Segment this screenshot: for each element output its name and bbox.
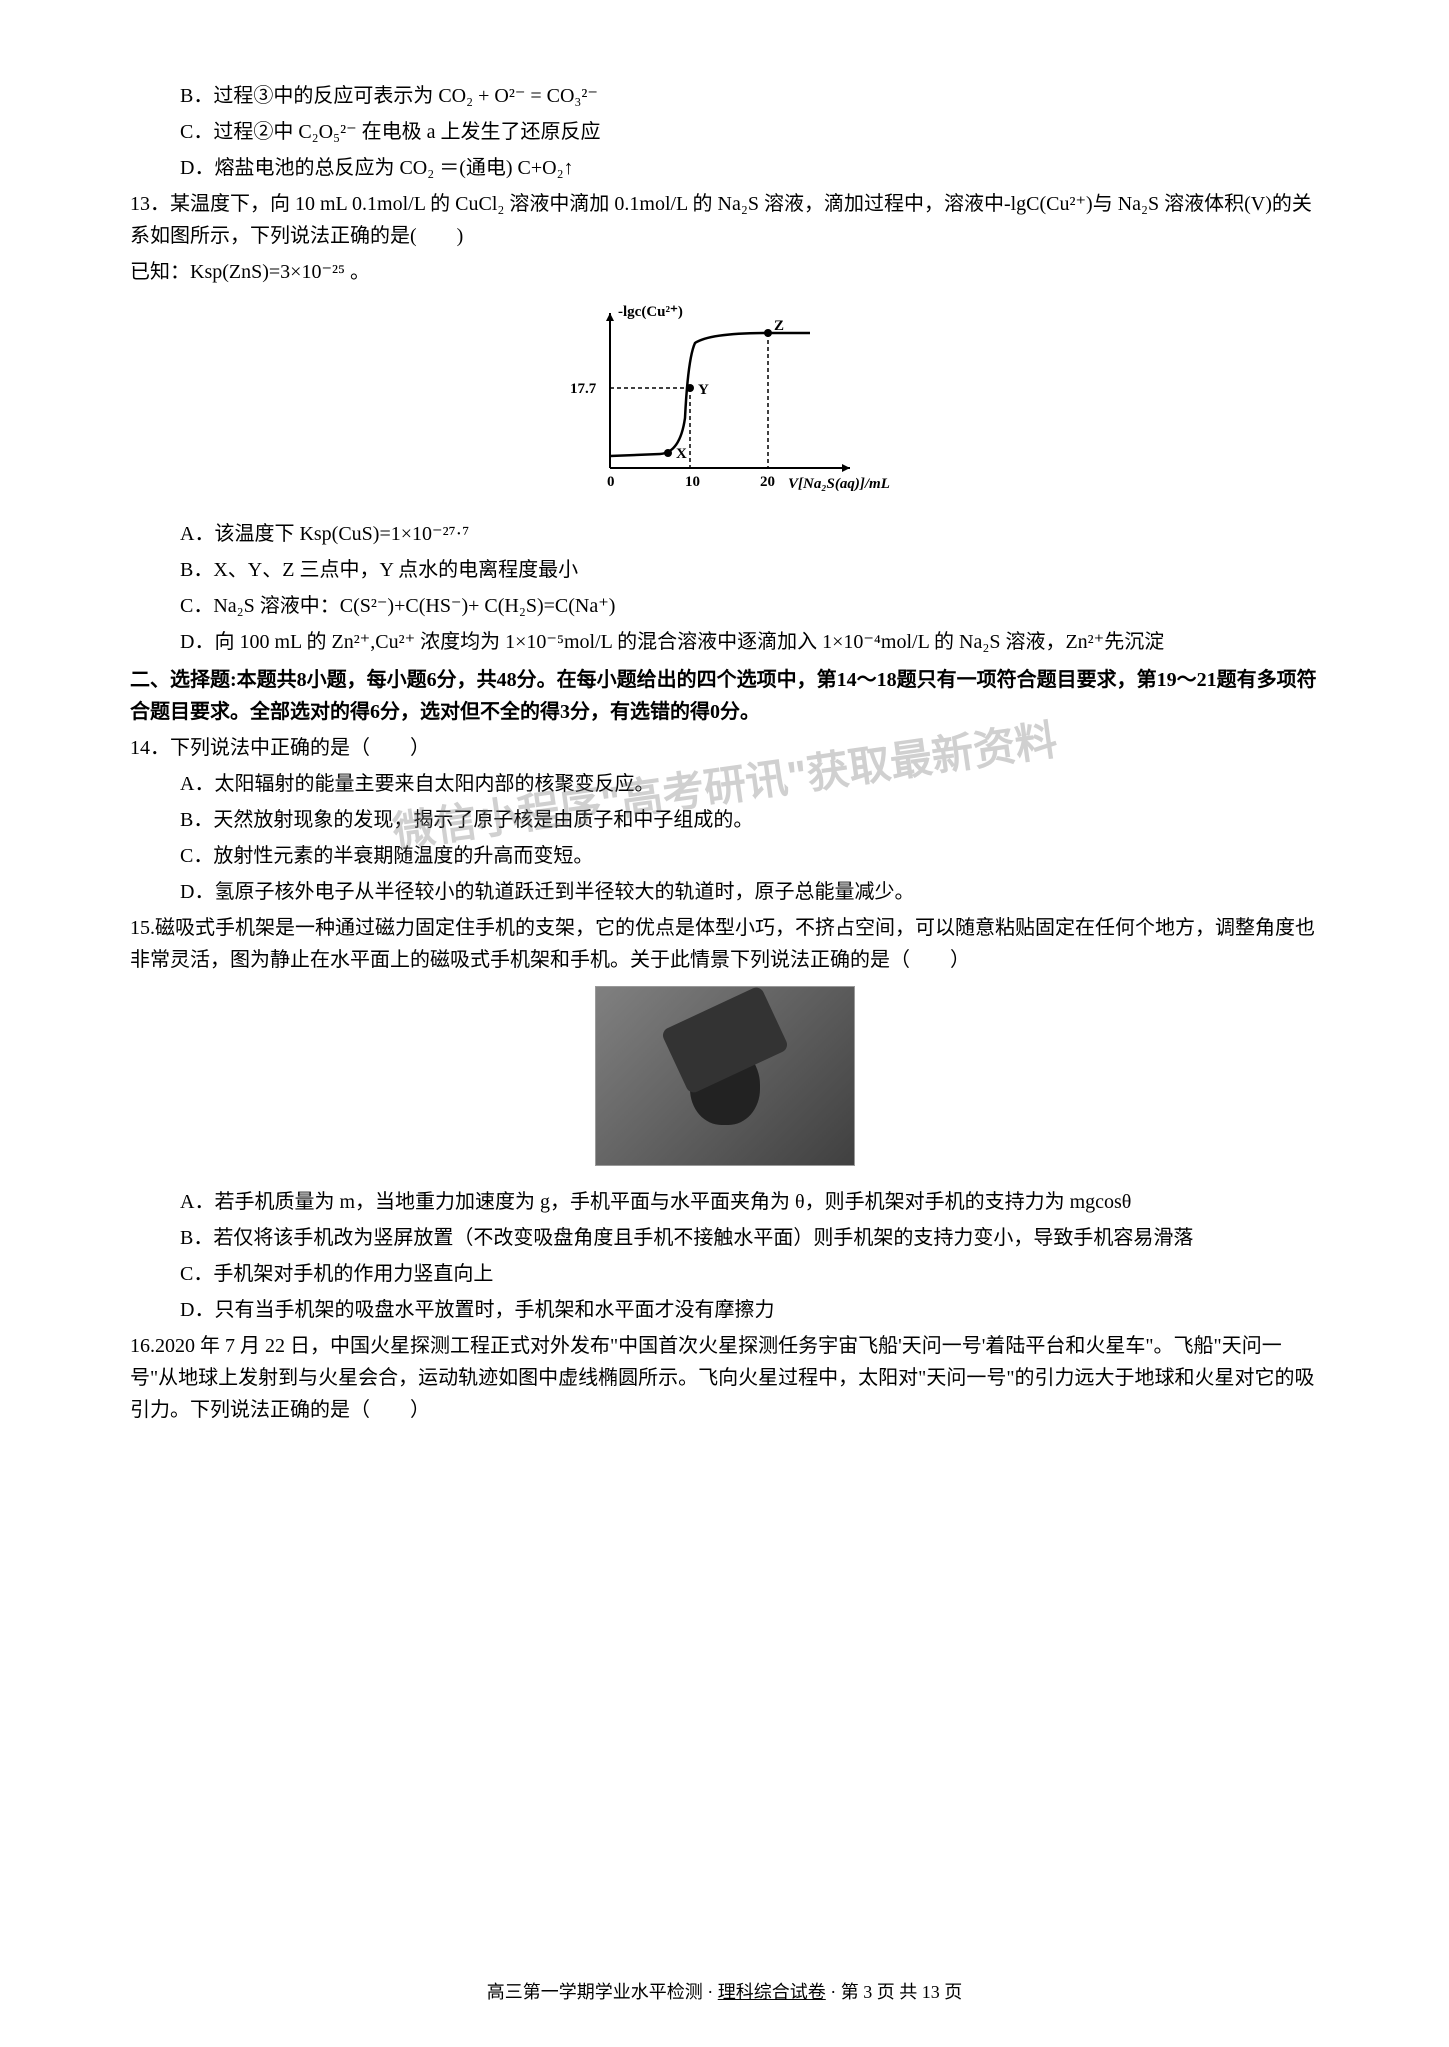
- q13-option-d: D．向 100 mL 的 Zn²⁺,Cu²⁺ 浓度均为 1×10⁻⁵mol/L …: [180, 626, 1319, 658]
- q13-option-b: B．X、Y、Z 三点中，Y 点水的电离程度最小: [180, 554, 1319, 586]
- svg-text:10: 10: [685, 474, 700, 490]
- q14-option-c: C．放射性元素的半衰期随温度的升高而变短。: [180, 840, 1319, 872]
- q12-option-b: B．过程③中的反应可表示为 CO₂ + O²⁻ = CO₃²⁻: [180, 80, 1319, 112]
- q15-photo-container: [130, 986, 1319, 1176]
- footer-left: 高三第一学期学业水平检测 ·: [487, 1982, 718, 2002]
- q13-chart: -lgc(Cu²⁺) V[Na₂S(aq)]/mL 0 10 20 17.7 X: [550, 298, 900, 498]
- exam-page: B．过程③中的反应可表示为 CO₂ + O²⁻ = CO₃²⁻ C．过程②中 C…: [0, 0, 1449, 2047]
- chart-xlabel: V[Na₂S(aq)]/mL: [788, 476, 890, 492]
- page-footer: 高三第一学期学业水平检测 · 理科综合试卷 · 第 3 页 共 13 页: [0, 1978, 1449, 2007]
- chart-ylabel: -lgc(Cu²⁺): [618, 304, 683, 320]
- svg-text:Z: Z: [774, 318, 784, 334]
- phone-holder-photo: [595, 986, 855, 1166]
- footer-underline: 理科综合试卷: [718, 1982, 826, 2002]
- q12-option-c: C．过程②中 C₂O₅²⁻ 在电极 a 上发生了还原反应: [180, 116, 1319, 148]
- q13-chart-container: -lgc(Cu²⁺) V[Na₂S(aq)]/mL 0 10 20 17.7 X: [130, 298, 1319, 508]
- q14-stem: 14．下列说法中正确的是（ ）: [130, 732, 1319, 764]
- q15-option-a: A．若手机质量为 m，当地重力加速度为 g，手机平面与水平面夹角为 θ，则手机架…: [180, 1186, 1319, 1218]
- svg-text:Y: Y: [698, 382, 709, 398]
- q13-option-a: A．该温度下 Ksp(CuS)=1×10⁻²⁷·⁷: [180, 518, 1319, 550]
- q16-stem: 16.2020 年 7 月 22 日，中国火星探测工程正式对外发布"中国首次火星…: [130, 1330, 1319, 1426]
- q13-stem-line1: 13．某温度下，向 10 mL 0.1mol/L 的 CuCl₂ 溶液中滴加 0…: [130, 188, 1319, 252]
- section2-block: 微信小程序"高考研讯"获取最新资料 二、选择题:本题共8小题，每小题6分，共48…: [130, 664, 1319, 908]
- svg-text:0: 0: [607, 474, 615, 490]
- q14-option-b: B．天然放射现象的发现，揭示了原子核是由质子和中子组成的。: [180, 804, 1319, 836]
- svg-text:20: 20: [760, 474, 775, 490]
- q14-option-d: D．氢原子核外电子从半径较小的轨道跃迁到半径较大的轨道时，原子总能量减少。: [180, 876, 1319, 908]
- q14-option-a: A．太阳辐射的能量主要来自太阳内部的核聚变反应。: [180, 768, 1319, 800]
- q13-stem-line2: 已知：Ksp(ZnS)=3×10⁻²⁵ 。: [130, 256, 1319, 288]
- svg-text:X: X: [676, 446, 687, 462]
- q15-option-c: C．手机架对手机的作用力竖直向上: [180, 1258, 1319, 1290]
- footer-right: · 第 3 页 共 13 页: [826, 1982, 963, 2002]
- q13-option-c: C．Na₂S 溶液中：C(S²⁻)+C(HS⁻)+ C(H₂S)=C(Na⁺): [180, 590, 1319, 622]
- svg-text:17.7: 17.7: [570, 381, 597, 397]
- q15-option-d: D．只有当手机架的吸盘水平放置时，手机架和水平面才没有摩擦力: [180, 1294, 1319, 1326]
- q15-option-b: B．若仅将该手机改为竖屏放置（不改变吸盘角度且手机不接触水平面）则手机架的支持力…: [180, 1222, 1319, 1254]
- q15-stem: 15.磁吸式手机架是一种通过磁力固定住手机的支架，它的优点是体型小巧，不挤占空间…: [130, 912, 1319, 976]
- section2-header: 二、选择题:本题共8小题，每小题6分，共48分。在每小题给出的四个选项中，第14…: [130, 664, 1319, 728]
- q12-option-d: D．熔盐电池的总反应为 CO₂ ＝(通电) C+O₂↑: [180, 152, 1319, 184]
